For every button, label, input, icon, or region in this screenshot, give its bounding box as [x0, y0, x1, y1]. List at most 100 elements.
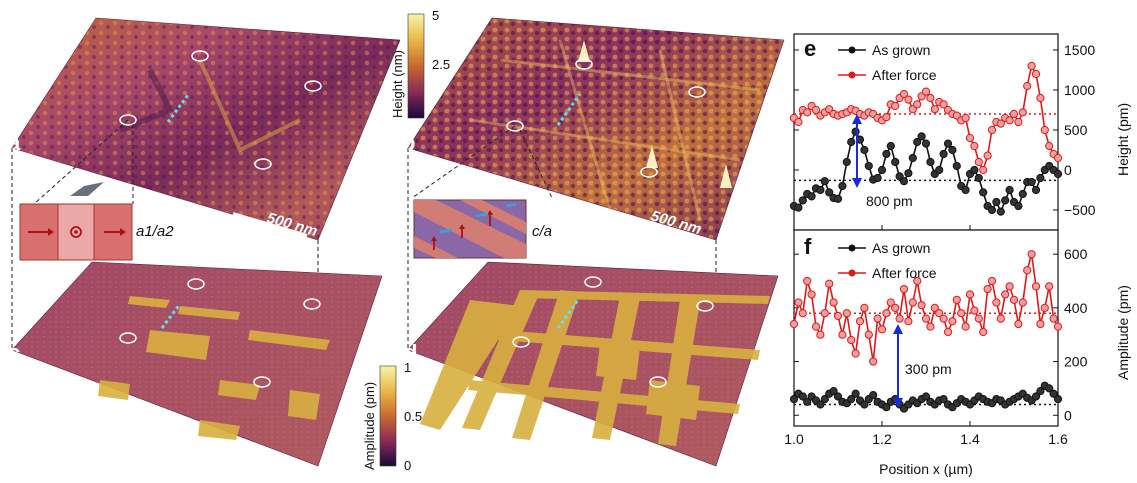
data-point: [851, 127, 860, 136]
data-point: [895, 314, 904, 323]
data-point: [842, 309, 851, 318]
data-point: [1036, 386, 1045, 396]
data-point: [1005, 282, 1014, 291]
data-point: [794, 298, 803, 307]
data-point: [1031, 392, 1041, 401]
data-point: [847, 137, 856, 147]
data-point: [886, 141, 895, 151]
data-point: [860, 400, 869, 409]
annotation-f: 300 pm: [905, 361, 952, 377]
data-point: [803, 108, 812, 117]
chart-e-annotation: 800 pm: [852, 114, 913, 209]
data-point: [1040, 125, 1049, 135]
data-point: [948, 145, 957, 155]
marker-ellipse: [303, 298, 321, 310]
data-point: [992, 197, 1001, 207]
data-point: [851, 389, 860, 398]
data-point: [899, 89, 909, 99]
xlabel-f: Position x (µm): [879, 461, 973, 477]
data-point: [939, 314, 948, 323]
ytick-label: 400: [1064, 300, 1088, 316]
data-point: [833, 311, 843, 321]
data-point: [816, 185, 825, 195]
data-point: [1049, 389, 1058, 398]
ytick-label: 600: [1064, 246, 1088, 262]
data-point: [891, 303, 900, 312]
amplitude-colorbar: 1 0.5 0 Amplitude (pm): [362, 360, 422, 473]
chart-f-annotation: 300 pm: [893, 324, 952, 408]
data-point: [908, 153, 917, 163]
data-point: [970, 306, 979, 315]
xtick-label: 1.2: [872, 431, 892, 447]
data-point: [983, 284, 992, 294]
data-point: [974, 157, 983, 167]
data-point: [987, 205, 997, 215]
data-point: [798, 309, 807, 318]
data-point: [1053, 153, 1063, 163]
data-point: [913, 276, 922, 286]
data-point: [939, 100, 948, 109]
data-point: [904, 317, 913, 326]
marker-ellipse: [506, 120, 524, 132]
panel-label-f: f: [804, 234, 812, 259]
panel-d-map: d: [404, 261, 779, 467]
data-point: [996, 207, 1005, 216]
data-point: [829, 298, 838, 307]
data-point: [1036, 93, 1045, 103]
data-point: [1018, 298, 1027, 307]
panel-label-d: d: [404, 340, 417, 365]
panel-label-a: a: [8, 130, 21, 155]
data-point: [847, 395, 856, 404]
data-point: [833, 194, 843, 203]
data-point: [1036, 319, 1045, 329]
data-point: [939, 395, 948, 404]
data-point: [996, 314, 1005, 323]
panel-label-e: e: [804, 36, 816, 61]
data-point: [820, 395, 829, 404]
marker-ellipse: [649, 376, 667, 388]
data-point: [926, 157, 935, 167]
data-point: [992, 298, 1001, 307]
xtick-label: 1.6: [1048, 431, 1068, 447]
legend-e-as-grown: As grown: [872, 42, 930, 58]
ytick-label: 500: [1064, 122, 1088, 138]
data-point: [961, 113, 970, 123]
data-point: [974, 314, 983, 323]
ylabel-f: Amplitude (pm): [1115, 285, 1131, 380]
data-point: [1040, 303, 1049, 312]
data-point: [873, 314, 882, 323]
data-point: [1023, 81, 1032, 91]
data-point: [811, 322, 821, 331]
data-point: [1031, 282, 1041, 291]
data-point: [961, 185, 970, 195]
ytick-label: −500: [1064, 202, 1096, 218]
data-point: [851, 349, 860, 358]
data-point: [1053, 169, 1063, 179]
cyan-marker-c: [160, 303, 182, 329]
chart-e-legend: As grown After force: [838, 42, 937, 83]
data-point: [943, 327, 953, 337]
data-point: [1014, 201, 1023, 211]
chart-e: e As grown After force −500050010001500 …: [789, 33, 1131, 231]
data-point: [877, 325, 887, 334]
marker-ellipse: [254, 158, 272, 170]
data-point: [794, 203, 803, 212]
data-point: [820, 177, 829, 186]
legend-f-after-force: After force: [872, 265, 937, 281]
data-point: [794, 117, 803, 127]
data-point: [860, 303, 869, 312]
panel-b-map: 500 nm b: [402, 17, 785, 241]
data-point: [1027, 177, 1036, 187]
marker-ellipse: [191, 50, 209, 62]
data-point: [921, 314, 931, 323]
data-point: [965, 133, 975, 143]
data-point: [864, 161, 873, 171]
height-tick-top: 5: [432, 8, 439, 23]
data-point: [820, 309, 829, 318]
data-point: [803, 397, 812, 406]
data-point: [943, 139, 953, 148]
data-point: [886, 298, 895, 307]
marker-ellipse: [304, 80, 322, 92]
data-point: [1001, 290, 1010, 299]
